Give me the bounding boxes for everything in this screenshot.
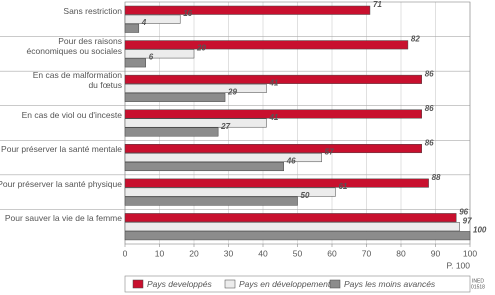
x-tick-label: 40: [258, 248, 268, 258]
value-label: 61: [338, 182, 347, 191]
value-label: 86: [425, 104, 434, 113]
y-tick-label: En cas de malformation du fœtus: [32, 70, 122, 91]
value-label: 71: [373, 0, 382, 9]
value-label: 46: [286, 156, 296, 165]
bar: [124, 5, 371, 15]
bar: [124, 83, 267, 93]
x-tick-label: 20: [189, 248, 199, 258]
x-unit: P. 100: [447, 260, 471, 270]
value-label: 41: [268, 78, 278, 87]
value-label: 82: [411, 35, 420, 44]
value-label: 97: [463, 217, 472, 226]
x-tick-label: 80: [396, 248, 406, 258]
value-label: 16: [183, 9, 192, 18]
x-tick-label: 90: [431, 248, 441, 258]
legend-swatch: [132, 279, 144, 289]
y-tick-label: Pour préserver la santé physique: [0, 178, 122, 189]
bar: [124, 178, 429, 188]
value-label: 100: [473, 226, 487, 235]
bar: [124, 118, 267, 128]
bar: [124, 23, 140, 33]
legend-frame: [124, 275, 471, 293]
y-tick-label: En cas de viol ou d'inceste: [21, 109, 122, 120]
y-tick-label: Pour sauver la vie de la femme: [4, 213, 122, 224]
value-label: 88: [432, 173, 441, 182]
x-tick-label: 50: [293, 248, 303, 258]
y-tick-label: Sans restriction: [63, 6, 122, 16]
legend-label: Pays en développement: [239, 279, 331, 289]
bar: [124, 92, 226, 102]
bar: [124, 74, 422, 84]
bar: [124, 49, 195, 59]
bar: [124, 127, 219, 137]
bar: [124, 222, 460, 232]
bar: [124, 153, 322, 163]
value-label: 4: [141, 18, 147, 27]
x-tick-label: 30: [224, 248, 234, 258]
bar: [124, 231, 471, 241]
bar: [124, 109, 422, 119]
legend-swatch: [224, 279, 236, 289]
x-tick-label: 60: [327, 248, 337, 258]
y-tick-label: Pour préserver la santé mentale: [1, 144, 122, 155]
bar: [124, 58, 146, 68]
x-tick-label: 100: [463, 248, 477, 258]
y-tick-label: Pour des raisons économiques ou sociales: [26, 35, 122, 56]
bar: [124, 162, 284, 172]
bar: [124, 144, 422, 154]
x-tick-label: 70: [362, 248, 372, 258]
bar: [124, 40, 409, 50]
value-label: 96: [459, 208, 468, 217]
source-note: INED: [472, 278, 484, 284]
bar: [124, 14, 181, 24]
value-label: 86: [425, 69, 434, 78]
value-label: 50: [301, 191, 310, 200]
value-label: 29: [227, 87, 237, 96]
value-label: 20: [196, 44, 206, 53]
source-note: 01518: [471, 284, 485, 290]
x-tick-label: 10: [155, 248, 165, 258]
value-label: 27: [220, 122, 230, 131]
x-tick-label: 0: [123, 248, 128, 258]
value-label: 41: [268, 113, 278, 122]
bar: [124, 213, 457, 223]
legend-label: Pays developpés: [147, 279, 212, 289]
value-label: 57: [325, 147, 334, 156]
bar: [124, 187, 336, 197]
legend-swatch: [329, 279, 341, 289]
value-label: 6: [149, 53, 154, 62]
bar: [124, 196, 298, 206]
legend-label: Pays les moins avancés: [344, 279, 436, 289]
value-label: 86: [425, 138, 434, 147]
